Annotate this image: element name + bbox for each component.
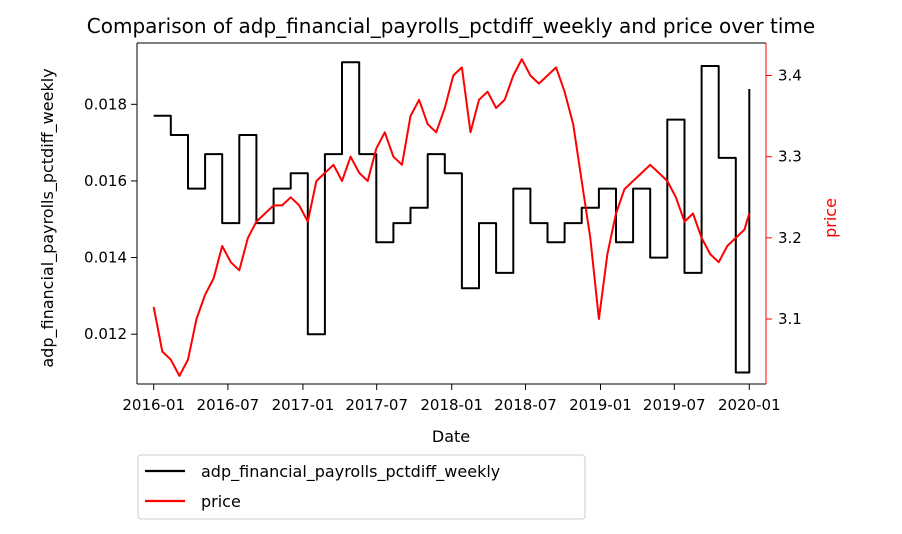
right-y-tick-label: 3.2 [778, 229, 802, 247]
x-axis-label: Date [432, 427, 470, 446]
x-axis-ticks: 2016-01 2016-07 2017-01 2017-07 2018-01 2018-… [122, 384, 781, 414]
x-tick-label: 2019-07 [643, 396, 706, 414]
legend-box [137, 454, 586, 520]
adp-series-path [153, 61, 751, 374]
x-tick-label: 2019-01 [569, 396, 632, 414]
right-y-tick-label: 3.3 [778, 148, 802, 166]
x-tick-label: 2017-07 [345, 396, 408, 414]
right-y-tick-label: 3.4 [778, 66, 802, 84]
right-y-axis-ticks: 3.1 3.2 3.3 3.4 [766, 66, 802, 328]
x-tick-label: 2018-01 [420, 396, 483, 414]
x-tick-label: 2020-01 [718, 396, 781, 414]
price-series-line [152, 58, 751, 377]
left-y-axis-ticks: 0.012 0.014 0.016 0.018 [84, 95, 137, 343]
right-y-axis-label: price [821, 198, 840, 238]
price-series-path [152, 58, 751, 377]
left-y-tick-label: 0.018 [84, 95, 127, 113]
left-y-tick-label: 0.014 [84, 249, 127, 267]
adp-series-line [153, 61, 751, 374]
x-tick-label: 2018-07 [494, 396, 557, 414]
x-tick-label: 2016-07 [197, 396, 260, 414]
left-y-tick-label: 0.016 [84, 172, 127, 190]
legend-label-price: price [201, 492, 241, 511]
legend-label-adp: adp_financial_payrolls_pctdiff_weekly [201, 462, 500, 482]
right-y-tick-label: 3.1 [778, 310, 802, 328]
x-tick-label: 2017-01 [272, 396, 335, 414]
left-y-axis-label: adp_financial_payrolls_pctdiff_weekly [38, 68, 58, 367]
x-tick-label: 2016-01 [122, 396, 185, 414]
left-y-tick-label: 0.012 [84, 325, 127, 343]
chart-title: Comparison of adp_financial_payrolls_pct… [87, 14, 815, 38]
legend: adp_financial_payrolls_pctdiff_weekly pr… [137, 454, 586, 520]
plot-frame [136, 42, 767, 385]
